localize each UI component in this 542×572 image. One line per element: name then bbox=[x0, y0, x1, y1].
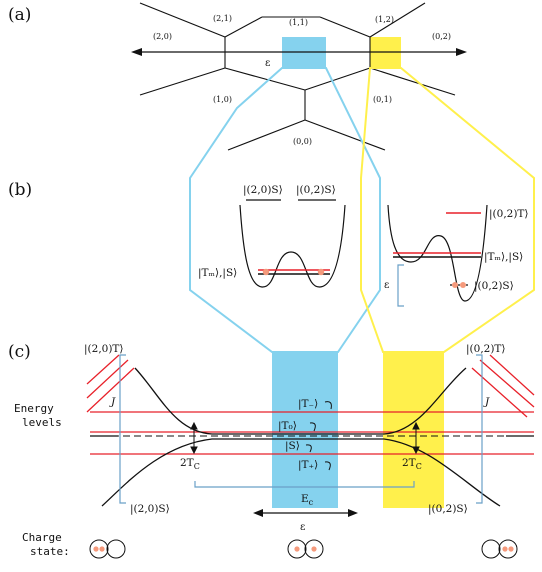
charge-state-label: Charge bbox=[22, 531, 62, 544]
energy-levels-label: levels bbox=[22, 416, 62, 429]
charge-state-02 bbox=[481, 539, 518, 559]
region-label: (0,2) bbox=[432, 32, 451, 41]
charge-state-11 bbox=[287, 539, 324, 559]
tunnel-arrow-left bbox=[190, 421, 198, 455]
exchange-label-right: J bbox=[483, 396, 490, 408]
epsilon-label-b: ε bbox=[384, 279, 389, 291]
exchange-bracket-right bbox=[476, 354, 483, 504]
level-label-t0: |T₀⟩ bbox=[278, 420, 297, 433]
energy-levels-label: Energy bbox=[14, 402, 54, 415]
region-label: (1,0) bbox=[213, 95, 232, 104]
charge-state-label: state: bbox=[30, 545, 70, 558]
left-double-well bbox=[239, 204, 346, 288]
region-label: (1,2) bbox=[375, 15, 394, 24]
charging-energy-bracket bbox=[194, 481, 415, 488]
blue-window-c bbox=[272, 352, 338, 508]
right-top-label: |(0,2)T⟩ bbox=[489, 208, 529, 221]
region-label: (1,1) bbox=[289, 18, 308, 27]
left-level-label: |(2,0)S⟩ bbox=[243, 184, 283, 197]
right-low-label: |(0,2)S⟩ bbox=[474, 280, 514, 293]
red-level-lines bbox=[90, 411, 534, 455]
electron-dot bbox=[460, 282, 466, 288]
level-label-tminus: |T₋⟩ bbox=[298, 398, 318, 411]
panel-a-label: (a) bbox=[8, 5, 31, 25]
left-low-label: |Tₘ⟩,|S⟩ bbox=[198, 267, 237, 280]
level-hooks bbox=[305, 401, 332, 471]
blue-zoom-outline bbox=[189, 67, 381, 353]
triplet-stripes-right bbox=[471, 354, 535, 418]
electron-dot bbox=[452, 282, 458, 288]
tunnel-label-right: 2TC bbox=[402, 457, 422, 471]
corner-label-20S: |(2,0)S⟩ bbox=[130, 503, 170, 516]
epsilon-axis-c bbox=[253, 509, 358, 517]
region-label: (0,0) bbox=[293, 137, 312, 146]
level-label-tplus: |T₊⟩ bbox=[298, 459, 318, 472]
charge-state-20 bbox=[89, 539, 126, 559]
right-mid-label: |Tₘ⟩,|S⟩ bbox=[484, 251, 523, 264]
level-label-s: |S⟩ bbox=[285, 440, 300, 453]
tunnel-label-left: 2TC bbox=[180, 457, 200, 471]
region-label: (2,1) bbox=[213, 14, 232, 23]
tunnel-arrow-right bbox=[412, 421, 420, 455]
left-level-label: |(0,2)S⟩ bbox=[296, 184, 336, 197]
panel-c-label: (c) bbox=[8, 342, 31, 362]
corner-label-02T: |(0,2)T⟩ bbox=[466, 343, 506, 356]
region-label: (0,1) bbox=[373, 95, 392, 104]
epsilon-label-a: ε bbox=[265, 57, 270, 69]
charging-energy-label: Ec bbox=[301, 493, 314, 507]
triplet-stripes-left bbox=[86, 354, 135, 413]
region-label: (2,0) bbox=[153, 32, 172, 41]
panel-b-label: (b) bbox=[8, 180, 32, 200]
electron-dot bbox=[317, 268, 325, 276]
exchange-bracket-left bbox=[119, 354, 126, 504]
corner-label-02S: |(0,2)S⟩ bbox=[428, 503, 468, 516]
electron-dot bbox=[262, 268, 270, 276]
corner-label-20T: |(2,0)T⟩ bbox=[84, 343, 124, 356]
epsilon-bracket-b bbox=[397, 264, 404, 307]
epsilon-axis-a bbox=[131, 48, 467, 56]
epsilon-label-c: ε bbox=[300, 521, 305, 533]
anticrossing-curves bbox=[90, 367, 534, 507]
exchange-label-left: J bbox=[109, 396, 116, 408]
